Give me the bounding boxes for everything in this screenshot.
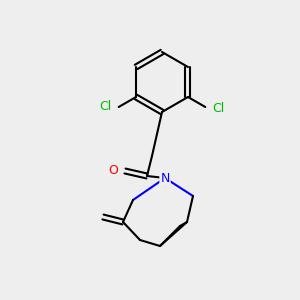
Text: O: O [108, 164, 118, 176]
Text: Cl: Cl [212, 101, 225, 115]
Text: Cl: Cl [99, 100, 112, 112]
Text: N: N [160, 172, 170, 184]
